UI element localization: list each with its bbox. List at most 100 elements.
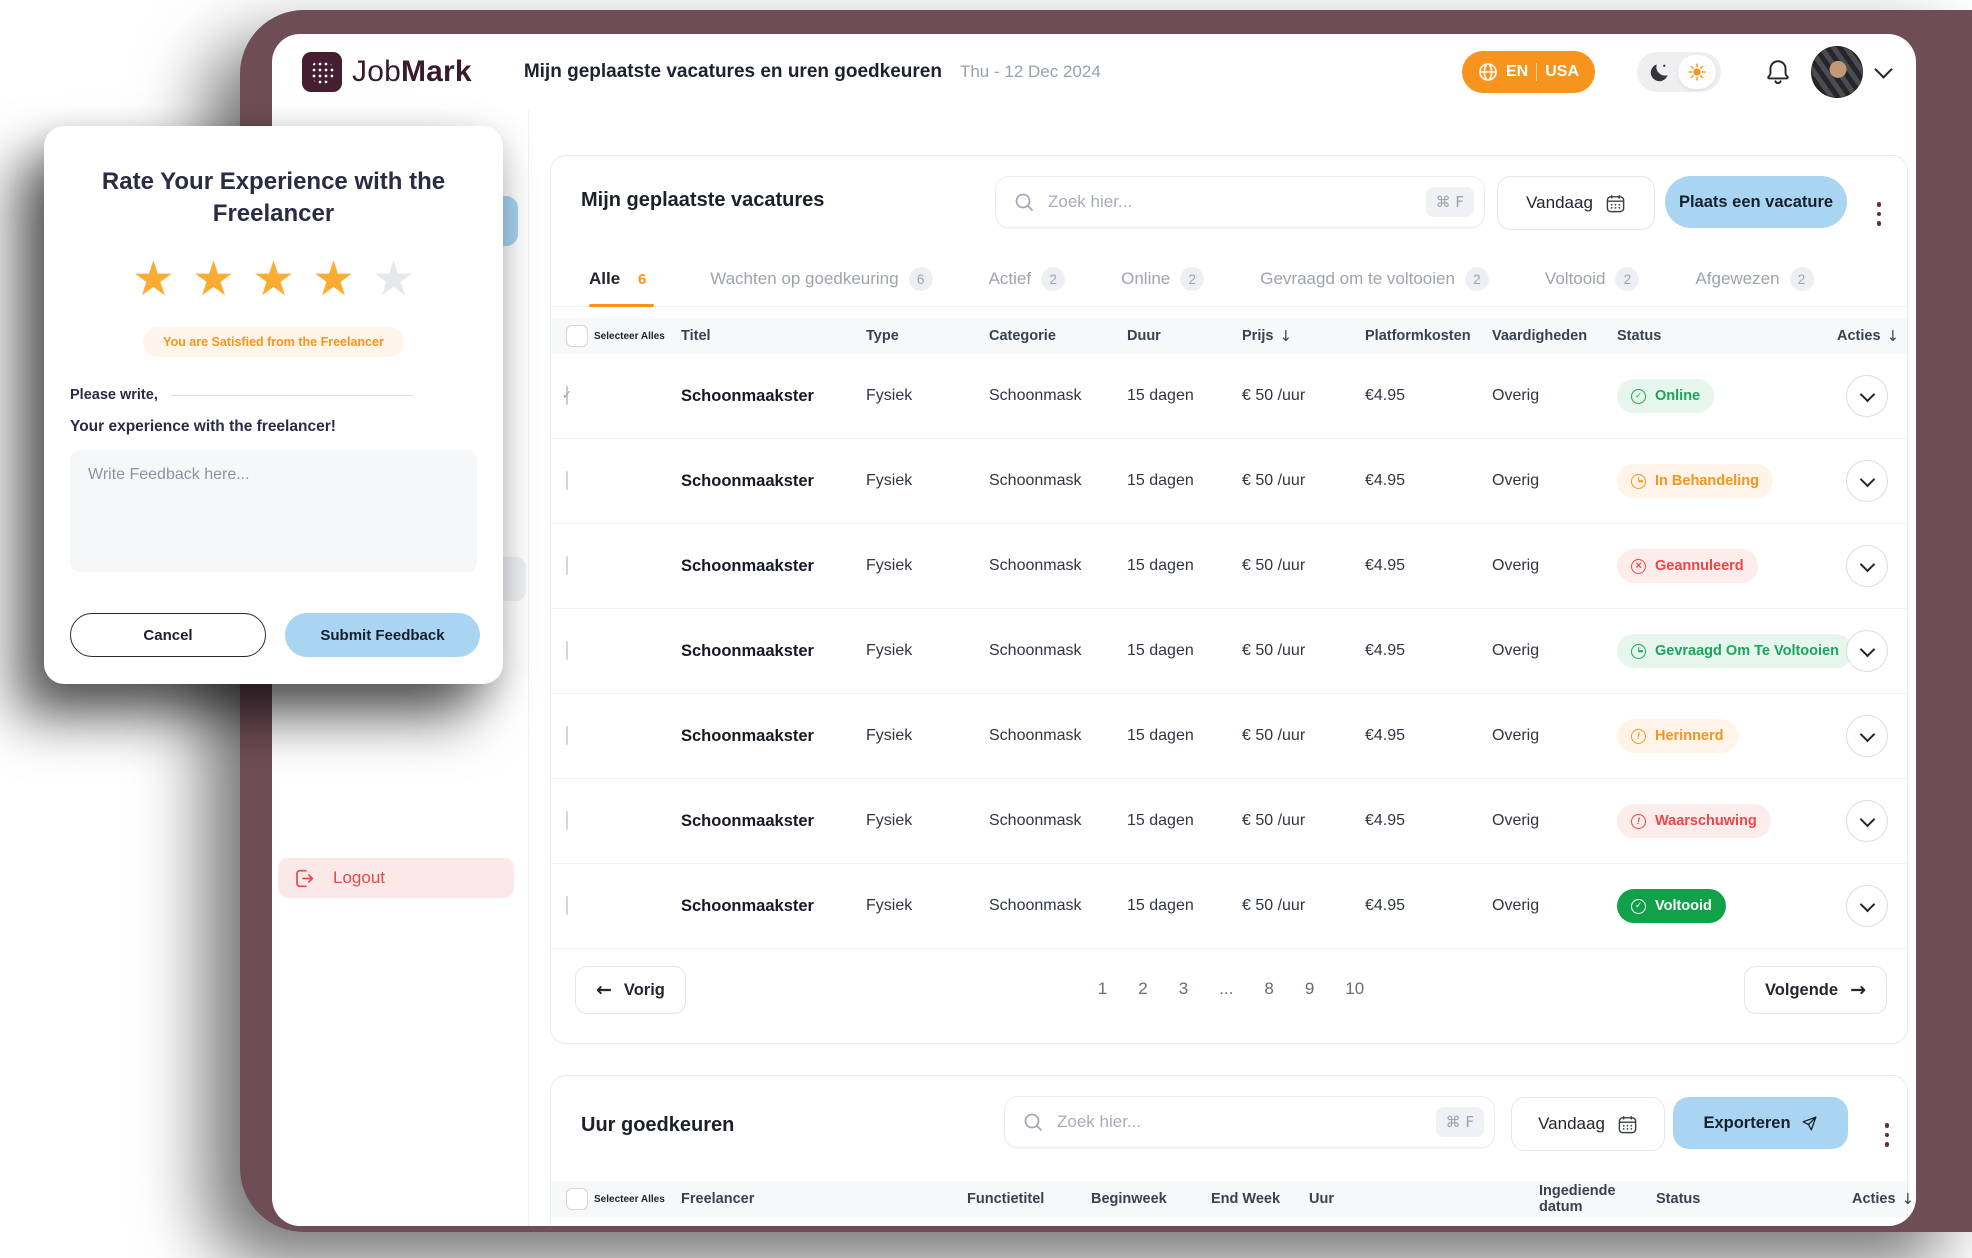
row-actions-button[interactable] [1846, 375, 1888, 417]
cell-status: Online [1605, 379, 1825, 413]
pagination: ← Vorig 1 2 3 ... 8 9 10 [575, 966, 1887, 1014]
row-actions-button[interactable] [1846, 800, 1888, 842]
search-input[interactable] [1046, 191, 1414, 213]
status-badge: Geannuleerd [1617, 549, 1758, 583]
satisfaction-badge: You are Satisfied from the Freelancer [143, 327, 404, 358]
row-checkbox[interactable] [566, 896, 568, 915]
cell-prijs: € 50 /uur [1242, 642, 1306, 659]
user-avatar[interactable] [1811, 46, 1863, 98]
page-number[interactable]: 9 [1304, 979, 1315, 998]
cell-vaardigheden: Overig [1492, 812, 1540, 829]
next-page-button[interactable]: Volgende → [1744, 966, 1887, 1014]
feedback-textarea[interactable] [70, 450, 477, 573]
row-actions-button[interactable] [1846, 545, 1888, 587]
chevron-down-icon [1859, 896, 1875, 912]
status-icon [1631, 643, 1646, 659]
star-icon[interactable]: ★ [251, 251, 296, 308]
row-checkbox[interactable] [566, 726, 568, 745]
vacancies-tab[interactable]: Alle 6 [589, 266, 655, 307]
row-checkbox[interactable] [566, 811, 568, 830]
sidebar-divider [528, 110, 529, 1226]
tab-label: Gevraagd om te voltooien [1260, 269, 1455, 288]
cell-platformkosten: €4.95 [1365, 812, 1406, 829]
row-actions-button[interactable] [1846, 630, 1888, 672]
table-row: Schoonmaakster Fysiek Schoonmask 15 dage… [551, 354, 1907, 439]
star-rating: ★ ★ ★ ★ ★ [44, 255, 503, 303]
cell-titel: Schoonmaakster [681, 471, 814, 490]
status-badge: Voltooid [1617, 889, 1726, 923]
vacancies-tab[interactable]: Wachten op goedkeuring 6 [710, 266, 933, 306]
cell-platformkosten: €4.95 [1365, 557, 1406, 574]
star-icon[interactable]: ★ [372, 251, 416, 308]
select-all-label: Selecteer Alles [594, 1193, 665, 1205]
page-number[interactable]: 3 [1178, 979, 1189, 998]
cell-categorie: Schoonmask [989, 897, 1082, 914]
col-categorie: Categorie [989, 328, 1056, 344]
star-icon[interactable]: ★ [312, 251, 356, 308]
hours-more-menu[interactable] [1877, 1113, 1897, 1157]
star-icon[interactable]: ★ [131, 251, 175, 308]
vacancies-tab[interactable]: Gevraagd om te voltooien 2 [1260, 266, 1489, 306]
cancel-button[interactable]: Cancel [70, 613, 266, 657]
search-input[interactable] [1055, 1111, 1424, 1133]
chevron-down-icon [1859, 386, 1875, 402]
sort-down-icon: ↓ [1279, 327, 1293, 345]
page-title: Mijn geplaatste vacatures en uren goedke… [523, 61, 942, 82]
row-checkbox[interactable] [566, 386, 568, 405]
vacancies-tab[interactable]: Voltooid 2 [1545, 266, 1640, 306]
col-acties[interactable]: Acties ↓ [1837, 327, 1900, 345]
row-checkbox[interactable] [566, 556, 568, 575]
globe-icon [1478, 62, 1498, 82]
page-number[interactable]: 10 [1345, 979, 1365, 998]
cell-platformkosten: €4.95 [1365, 897, 1406, 914]
tab-label: Voltooid [1544, 269, 1606, 288]
submit-feedback-button[interactable]: Submit Feedback [285, 613, 480, 657]
chevron-down-icon [1859, 556, 1875, 572]
select-all-checkbox[interactable] [566, 1188, 588, 1210]
date-filter-button[interactable]: Vandaag [1497, 176, 1655, 230]
dark-mode-moon-icon[interactable] [1640, 55, 1678, 89]
cell-prijs: € 50 /uur [1242, 472, 1306, 489]
row-actions-button[interactable] [1846, 885, 1888, 927]
theme-toggle[interactable] [1637, 52, 1721, 92]
logout-icon [294, 868, 315, 889]
search-shortcut: ⌘ F [1435, 1107, 1484, 1137]
cell-categorie: Schoonmask [989, 557, 1082, 574]
vacancies-tab[interactable]: Online 2 [1121, 266, 1205, 306]
profile-chevron-down-icon[interactable] [1874, 59, 1893, 79]
col-prijs[interactable]: Prijs ↓ [1242, 327, 1293, 345]
logout-button[interactable]: Logout [278, 858, 514, 898]
logout-label: Logout [333, 868, 385, 887]
brand-name: JobMark [352, 55, 472, 88]
cell-vaardigheden: Overig [1492, 727, 1540, 744]
cell-titel: Schoonmaakster [681, 896, 814, 915]
page-number[interactable]: 1 [1097, 979, 1108, 998]
page-number[interactable]: 8 [1264, 979, 1274, 998]
post-vacancy-button[interactable]: Plaats een vacature [1665, 176, 1847, 228]
star-icon[interactable]: ★ [191, 251, 235, 308]
notifications-bell-icon[interactable] [1765, 58, 1791, 86]
chevron-down-icon [1859, 471, 1875, 487]
cell-duur: 15 dagen [1127, 557, 1194, 574]
prev-page-button[interactable]: ← Vorig [575, 966, 686, 1014]
light-mode-sun-icon[interactable] [1678, 55, 1716, 89]
vacancies-more-menu[interactable] [1869, 192, 1889, 236]
row-checkbox[interactable] [566, 471, 568, 490]
col-acties[interactable]: Acties ↓ [1852, 1190, 1915, 1208]
vacancies-tab[interactable]: Actief 2 [989, 266, 1066, 306]
cell-categorie: Schoonmask [989, 812, 1082, 829]
export-button[interactable]: Exporteren [1673, 1097, 1848, 1149]
row-actions-button[interactable] [1846, 460, 1888, 502]
select-all-checkbox[interactable] [566, 325, 588, 347]
vacancies-tab[interactable]: Afgewezen 2 [1695, 266, 1814, 306]
tab-label: Alle [589, 269, 621, 288]
cell-titel: Schoonmaakster [681, 556, 814, 575]
cell-type: Fysiek [866, 642, 913, 659]
date-filter-button[interactable]: Vandaag [1511, 1097, 1665, 1151]
row-actions-button[interactable] [1846, 715, 1888, 757]
tab-count-badge: 2 [1464, 267, 1489, 291]
page-number[interactable]: ... [1219, 979, 1234, 998]
language-switcher[interactable]: EN USA [1461, 51, 1595, 93]
row-checkbox[interactable] [566, 641, 568, 660]
page-number[interactable]: 2 [1138, 979, 1148, 998]
